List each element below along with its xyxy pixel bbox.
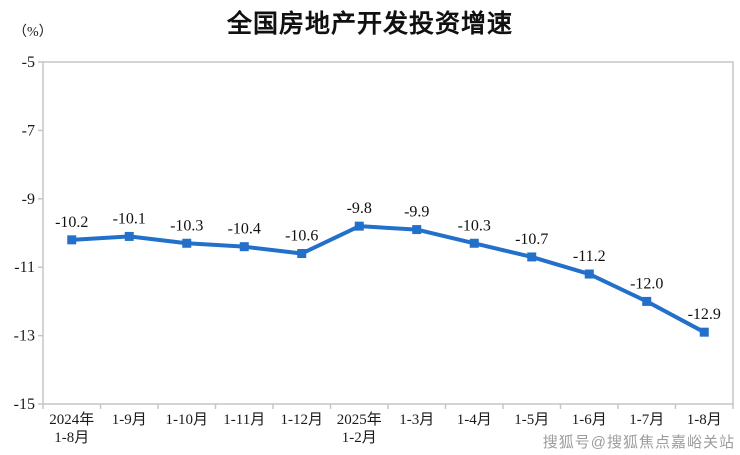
series-line [69, 224, 707, 335]
data-point [182, 238, 192, 248]
data-point-label: -9.8 [347, 200, 372, 217]
y-tick-label: -13 [14, 328, 35, 345]
y-tick-label: -11 [14, 259, 35, 276]
data-point-label: -12.0 [630, 275, 663, 292]
data-point [124, 231, 134, 241]
data-point-label: -10.4 [228, 221, 261, 238]
data-point [297, 249, 307, 259]
data-point-label: -10.2 [55, 214, 88, 231]
y-axis-unit-label: （%） [13, 25, 53, 40]
data-point-label: -10.3 [458, 217, 491, 234]
data-point-label: -10.7 [515, 231, 548, 248]
data-point [239, 242, 249, 252]
data-point-label: -12.9 [688, 306, 721, 323]
x-tick-label: 1-11月 [223, 412, 265, 428]
data-point [412, 225, 422, 235]
x-tick-label: 1-8月 [687, 412, 722, 428]
data-point-label: -10.6 [285, 228, 318, 245]
watermark: 搜狐号@搜狐焦点嘉峪关站 [542, 434, 735, 451]
plot-frame [42, 61, 734, 405]
data-point-label: -9.9 [404, 204, 429, 221]
y-tick-label: -7 [22, 122, 35, 139]
x-tick-label: 2025年 1-2月 [337, 411, 382, 446]
data-point-label: -10.1 [113, 210, 146, 227]
data-point-label: -11.2 [573, 248, 606, 265]
chart-title: 全国房地产开发投资增速 [226, 10, 513, 38]
y-tick-label: -5 [22, 54, 35, 71]
x-tick-label: 2024年 1-8月 [49, 411, 94, 446]
data-point [584, 269, 594, 279]
data-point-label: -10.3 [170, 217, 203, 234]
data-point [527, 252, 537, 262]
data-point [699, 327, 709, 337]
x-tick-label: 1-6月 [572, 412, 607, 428]
data-point [354, 221, 364, 231]
x-tick-label: 1-5月 [514, 412, 549, 428]
data-point [642, 296, 652, 306]
x-tick-label: 1-9月 [112, 412, 147, 428]
y-tick-label: -15 [14, 396, 35, 413]
x-tick-label: 1-4月 [457, 412, 492, 428]
x-tick-label: 1-12月 [281, 412, 324, 428]
x-tick-label: 1-3月 [399, 412, 434, 428]
x-tick-label: 1-10月 [166, 412, 209, 428]
x-tick-label: 1-7月 [629, 412, 664, 428]
y-tick-label: -9 [22, 191, 35, 208]
data-point [469, 238, 479, 248]
data-point [67, 235, 77, 245]
